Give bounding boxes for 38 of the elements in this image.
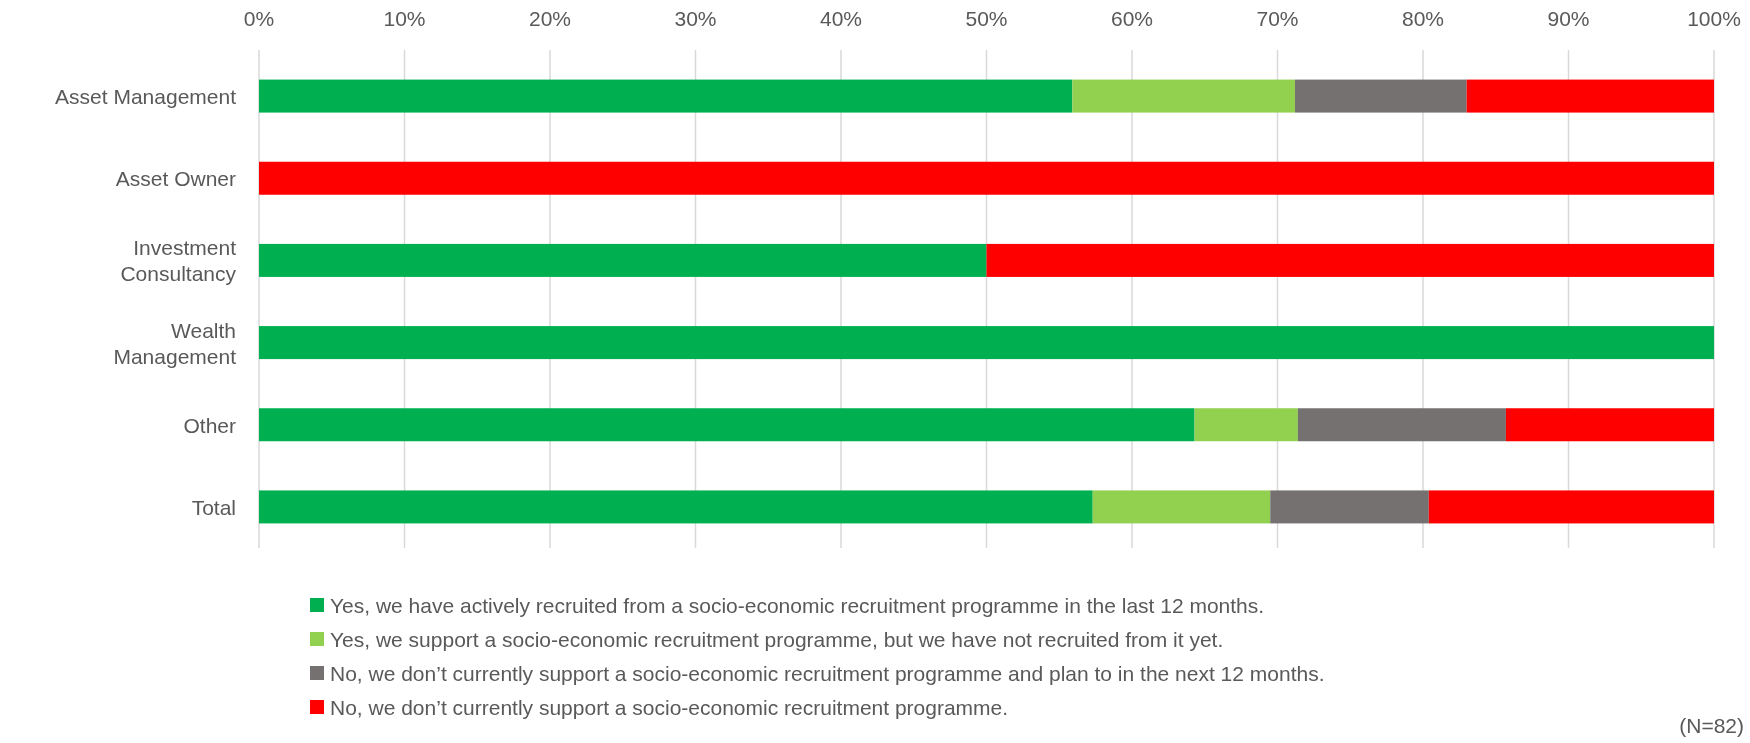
y-tick-label: Total: [191, 495, 236, 519]
y-tick-label: Investment Consultancy: [120, 235, 237, 285]
bar: [1092, 490, 1271, 524]
bar: [1270, 490, 1429, 524]
bar: [1428, 490, 1714, 524]
x-tick-label: 100%: [1687, 7, 1741, 30]
x-tick-label: 20%: [528, 7, 572, 30]
bar: [1505, 408, 1715, 442]
x-tick-label: 70%: [1256, 7, 1299, 30]
y-tick-label: Asset Owner: [115, 166, 236, 190]
x-tick-label: 0%: [243, 7, 275, 30]
bar: [259, 490, 1093, 524]
bar: [1072, 79, 1295, 113]
legend-label: Yes, we support a socio-economic recruitment programme, but we have not recruited from it yet.: [330, 627, 1224, 651]
legend-label: No, we don’t currently support a socio-economic recruitment programme.: [330, 695, 1009, 719]
y-tick-label: Asset Management: [55, 84, 237, 108]
x-tick-label: 60%: [1110, 7, 1154, 30]
x-tick-label: 40%: [819, 7, 863, 30]
bar: [1294, 79, 1467, 113]
text: (N=82): [1679, 714, 1744, 737]
bar: [259, 243, 987, 277]
legend-label: No, we don’t currently support a socio-economic recruitment programme and plan to in the next 12 months.: [330, 661, 1325, 685]
x-tick-label: 30%: [674, 7, 717, 30]
bar: [1466, 79, 1714, 113]
legend-label: Yes, we have actively recruited from a socio-economic recruitment programme in the last 12 months.: [330, 593, 1265, 617]
x-tick-label: 50%: [965, 7, 1008, 30]
x-tick-label: 10%: [383, 7, 426, 30]
bar: [259, 161, 1714, 195]
y-tick-label: Other: [183, 413, 236, 437]
x-tick-label: 90%: [1547, 7, 1590, 30]
bar: [1297, 408, 1506, 442]
x-tick-label: 80%: [1401, 7, 1445, 30]
bar: [1194, 408, 1298, 442]
bar: [259, 326, 1714, 360]
bar: [259, 408, 1195, 442]
y-tick-label: Wealth Management: [113, 318, 237, 368]
bar: [259, 79, 1073, 113]
bar: [986, 243, 1714, 277]
